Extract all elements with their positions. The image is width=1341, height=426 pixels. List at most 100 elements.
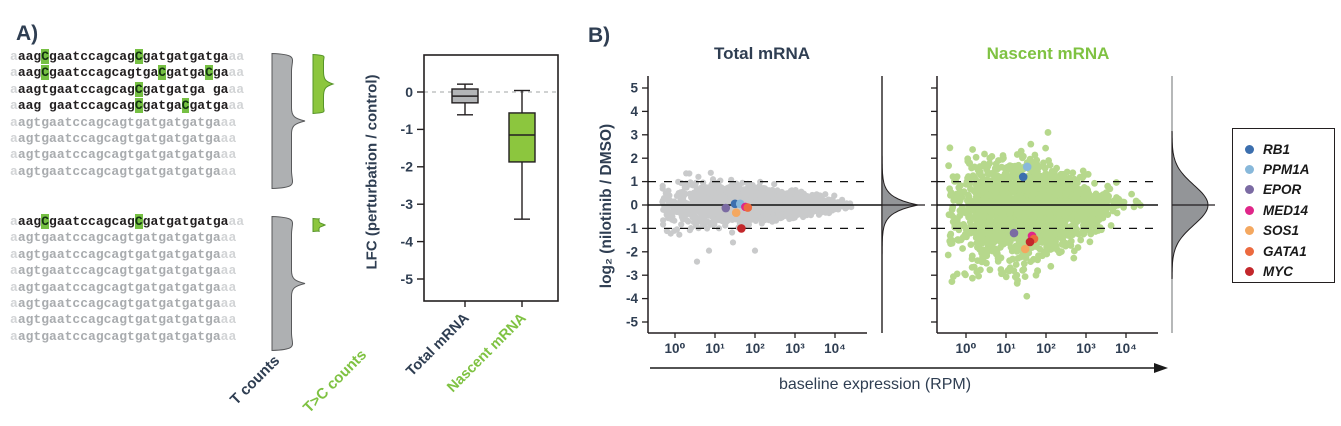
sequence-bases: gatgatga ga: [142, 81, 229, 97]
legend-gene-label: SOS1: [1263, 223, 1300, 239]
legend-item-EPOR: EPOR: [1245, 180, 1334, 200]
sequence-read: aaagtgaatccagcagCgatgatga gaaa: [10, 81, 244, 98]
sequence-read: aaagCgaatccagcagCgatgatgatgaaa: [10, 49, 244, 65]
sequence-bases: a: [10, 263, 18, 279]
sequence-bases: gaatccagcagtga: [49, 65, 159, 81]
svg-text:10⁰: 10⁰: [956, 341, 977, 356]
legend-dot-icon: [1245, 246, 1254, 256]
sequence-bases: gatga: [189, 98, 229, 114]
svg-text:-2: -2: [626, 244, 638, 259]
sequence-bases: agtgaatccagcagtgatgatgatga: [17, 230, 221, 246]
svg-text:4: 4: [630, 104, 638, 119]
sequence-bases: aa: [228, 49, 245, 64]
svg-text:10³: 10³: [1076, 341, 1096, 356]
sequence-bases: a: [10, 131, 18, 147]
sequence-read: aagtgaatccagcagtgatgatgatgaaa: [10, 131, 244, 147]
svg-text:10⁴: 10⁴: [824, 341, 846, 356]
sequence-bases: gatgatgatga: [142, 49, 229, 64]
sequence-bases: aa: [220, 114, 237, 130]
sequence-bases: gatgatgatga: [142, 214, 229, 229]
sequence-bases: gatga: [166, 65, 206, 81]
svg-text:-1: -1: [626, 221, 638, 236]
legend-gene-label: PPM1A: [1263, 162, 1310, 178]
svg-text:10¹: 10¹: [996, 341, 1016, 356]
tc-conversion-base: C: [205, 65, 213, 81]
read-group-top: aaagCgaatccagcagCgatgatgatgaaa aaagCgaatc…: [10, 49, 244, 180]
svg-text:-5: -5: [401, 271, 414, 287]
sequence-read: aagtgaatccagcagtgatgatgatgaaa: [10, 230, 244, 246]
sequence-bases: a: [10, 49, 18, 64]
tc-conversion-base: C: [41, 49, 50, 64]
sequence-bases: aa: [220, 230, 237, 246]
sequence-bases: a: [10, 230, 18, 246]
sequence-bases: agtgaatccagcagtgatgatgatga: [17, 131, 221, 147]
tc-conversion-base: C: [134, 49, 143, 64]
sequence-bases: a: [10, 114, 18, 130]
boxplot-y-axis-label: LFC (perturbation / control): [363, 74, 381, 270]
legend-item-MED14: MED14: [1245, 200, 1334, 220]
sequence-bases: aag: [17, 65, 42, 81]
sequence-bases: aa: [220, 246, 237, 262]
total-mrna-title: Total mRNA: [713, 44, 810, 63]
sequence-bases: agtgaatccagcagtgatgatgatga: [17, 312, 221, 328]
sequence-bases: a: [10, 81, 18, 97]
panel-b-label: B): [588, 24, 611, 47]
sequence-bases: agtgaatccagcagtgatgatgatga: [17, 114, 221, 130]
sequence-bases: a: [10, 65, 18, 81]
sequence-read: aaagCgaatccagcagtgaCgatgaCgaaa: [10, 65, 244, 81]
sequence-bases: gaatccagcag: [49, 49, 135, 64]
sequence-bases: agtgaatccagcagtgatgatgatga: [17, 147, 221, 163]
sequence-read: aagtgaatccagcagtgatgatgatgaaa: [10, 115, 244, 131]
svg-text:5: 5: [630, 81, 638, 96]
sequence-bases: a: [10, 279, 18, 295]
sequence-bases: aa: [228, 65, 245, 81]
svg-text:2: 2: [630, 151, 638, 166]
svg-text:-1: -1: [401, 121, 414, 137]
sequence-bases: aag: [17, 214, 42, 229]
legend-item-GATA1: GATA1: [1245, 241, 1334, 261]
legend-dot-icon: [1245, 267, 1254, 277]
legend-gene-label: RB1: [1263, 141, 1291, 157]
legend-dot-icon: [1245, 144, 1254, 154]
sequence-read: aagtgaatccagcagtgatgatgatgaaa: [10, 312, 244, 328]
sequence-bases: a: [10, 147, 18, 163]
legend-dot-icon: [1245, 205, 1254, 215]
sequence-read: aagtgaatccagcagtgatgatgatgaaa: [10, 329, 244, 345]
svg-text:3: 3: [630, 127, 638, 142]
sequence-read: aagtgaatccagcagtgatgatgatgaaa: [10, 147, 244, 163]
svg-text:10²: 10²: [745, 341, 765, 356]
svg-text:10³: 10³: [785, 341, 805, 356]
sequence-bases: a: [10, 163, 18, 179]
sequence-bases: aag: [17, 49, 42, 64]
tc-conversion-base: C: [158, 65, 167, 81]
svg-text:10⁰: 10⁰: [665, 341, 686, 356]
sequence-bases: gatga: [142, 98, 182, 114]
sequence-bases: aa: [220, 296, 237, 312]
sequence-bases: aa: [220, 147, 237, 163]
sequence-bases: a: [10, 98, 18, 114]
sequence-bases: aa: [220, 131, 237, 147]
svg-text:0: 0: [630, 198, 638, 213]
sequence-read: aagtgaatccagcagtgatgatgatgaaa: [10, 247, 244, 263]
sequence-bases: aa: [220, 312, 237, 328]
svg-text:10²: 10²: [1036, 341, 1056, 356]
sequence-bases: agtgaatccagcagtgatgatgatga: [17, 246, 221, 262]
sequence-read: aagtgaatccagcagtgatgatgatgaaa: [10, 164, 244, 180]
scatter-y-axis-label: log₂ (nilotinib / DMSO): [598, 123, 615, 289]
legend-gene-label: MYC: [1263, 264, 1293, 280]
x-axis-arrow-label: baseline expression (RPM): [778, 376, 972, 393]
sequence-bases: a: [10, 296, 18, 312]
svg-text:-4: -4: [401, 233, 414, 249]
sequence-bases: a: [10, 246, 18, 262]
tc-conversion-base: C: [41, 65, 50, 81]
legend-gene-label: MED14: [1263, 202, 1309, 218]
sequence-bases: aa: [220, 263, 237, 279]
sequence-read: aagtgaatccagcagtgatgatgatgaaa: [10, 296, 244, 312]
svg-text:-2: -2: [401, 159, 414, 175]
sequence-bases: aa: [228, 98, 245, 114]
sequence-bases: a: [10, 312, 18, 328]
legend-item-PPM1A: PPM1A: [1245, 159, 1334, 179]
legend-item-RB1: RB1: [1245, 139, 1334, 159]
svg-text:-3: -3: [626, 268, 638, 283]
